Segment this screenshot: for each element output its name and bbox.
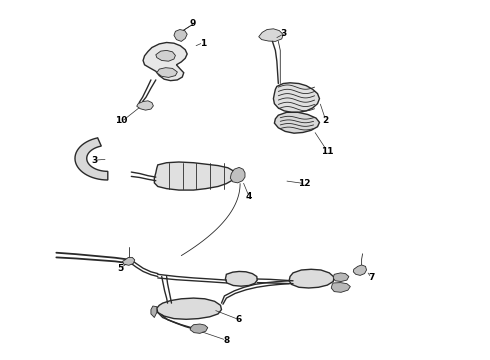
Polygon shape xyxy=(274,112,319,133)
Polygon shape xyxy=(190,324,208,333)
Text: 2: 2 xyxy=(323,116,329,125)
Polygon shape xyxy=(225,271,257,286)
Polygon shape xyxy=(333,273,349,282)
Polygon shape xyxy=(353,265,367,275)
Polygon shape xyxy=(151,306,157,318)
Text: 9: 9 xyxy=(189,19,196,28)
Polygon shape xyxy=(137,101,153,110)
Polygon shape xyxy=(259,29,283,41)
Polygon shape xyxy=(156,50,175,61)
Text: 4: 4 xyxy=(245,192,252,201)
Polygon shape xyxy=(122,257,135,265)
Polygon shape xyxy=(157,68,177,77)
Text: 10: 10 xyxy=(115,116,128,125)
Text: 3: 3 xyxy=(92,156,98,165)
Text: 1: 1 xyxy=(200,39,206,48)
Polygon shape xyxy=(154,162,235,190)
Text: 5: 5 xyxy=(117,264,123,273)
Polygon shape xyxy=(157,298,221,319)
Polygon shape xyxy=(289,269,334,288)
Text: 3: 3 xyxy=(280,29,286,38)
Polygon shape xyxy=(143,42,187,81)
Polygon shape xyxy=(230,167,245,183)
Text: 12: 12 xyxy=(298,179,311,188)
Text: 6: 6 xyxy=(236,315,242,324)
Text: 7: 7 xyxy=(368,274,375,282)
Polygon shape xyxy=(331,283,350,292)
Polygon shape xyxy=(75,138,108,180)
Text: 8: 8 xyxy=(223,336,229,345)
Text: 11: 11 xyxy=(321,147,334,156)
Polygon shape xyxy=(273,83,319,112)
Polygon shape xyxy=(174,30,187,41)
